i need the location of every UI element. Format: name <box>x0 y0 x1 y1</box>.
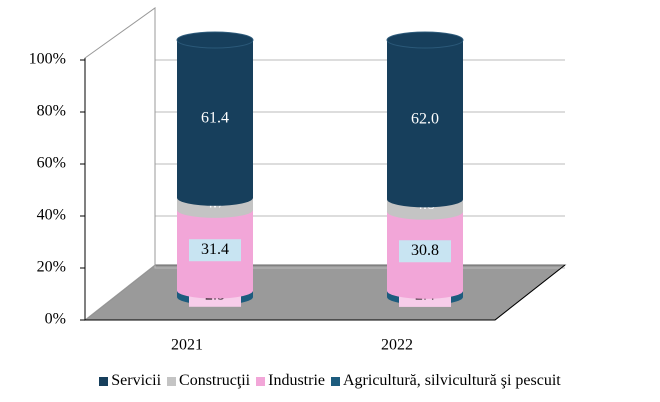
legend-swatch <box>256 376 266 386</box>
cylinder-top <box>386 31 464 49</box>
grid-line <box>84 215 565 269</box>
data-label: 61.4 <box>201 110 229 127</box>
legend-item: Industrie <box>256 372 325 390</box>
data-label: 31.4 <box>201 241 229 258</box>
legend-item: Construcţii <box>167 372 250 390</box>
grid-line <box>84 7 565 61</box>
side-wall <box>84 7 156 322</box>
y-tick-label: 100% <box>29 51 66 68</box>
y-tick-label: 0% <box>45 311 66 328</box>
label-box <box>399 240 451 263</box>
data-label: 30.8 <box>411 242 439 259</box>
cylinder-segment <box>177 32 253 206</box>
y-tick-label: 20% <box>37 259 66 276</box>
y-tick-label: 80% <box>37 103 66 120</box>
legend-label: Servicii <box>111 372 162 389</box>
legend-swatch <box>331 376 340 386</box>
legend-item: Agricultură, silvicultură şi pescuit <box>331 372 561 390</box>
grid-line <box>84 59 565 113</box>
label-box <box>189 239 241 262</box>
grid-line <box>84 163 565 217</box>
legend-label: Construcţii <box>179 372 251 389</box>
cylinder-top <box>176 31 254 49</box>
y-tick-label: 60% <box>37 155 66 172</box>
legend-swatch <box>99 376 109 386</box>
floor <box>83 264 567 321</box>
legend: Servicii Construcţii Industrie Agricultură,… <box>0 372 660 390</box>
legend-label: Industrie <box>268 372 325 389</box>
y-tick-label: 40% <box>37 207 66 224</box>
legend-swatch <box>167 376 177 386</box>
data-label: 62.0 <box>411 110 439 127</box>
grid-line <box>84 111 565 165</box>
x-axis <box>85 264 566 321</box>
x-tick-label: 2022 <box>381 337 413 354</box>
legend-item: Servicii <box>99 372 161 390</box>
chart: 0%20%40%60%80%100%20212.531.44.761.42022… <box>29 7 567 354</box>
cylinder-segment <box>387 32 463 208</box>
x-tick-label: 2021 <box>171 337 203 354</box>
legend-label: Agricultură, silvicultură şi pescuit <box>343 372 561 389</box>
